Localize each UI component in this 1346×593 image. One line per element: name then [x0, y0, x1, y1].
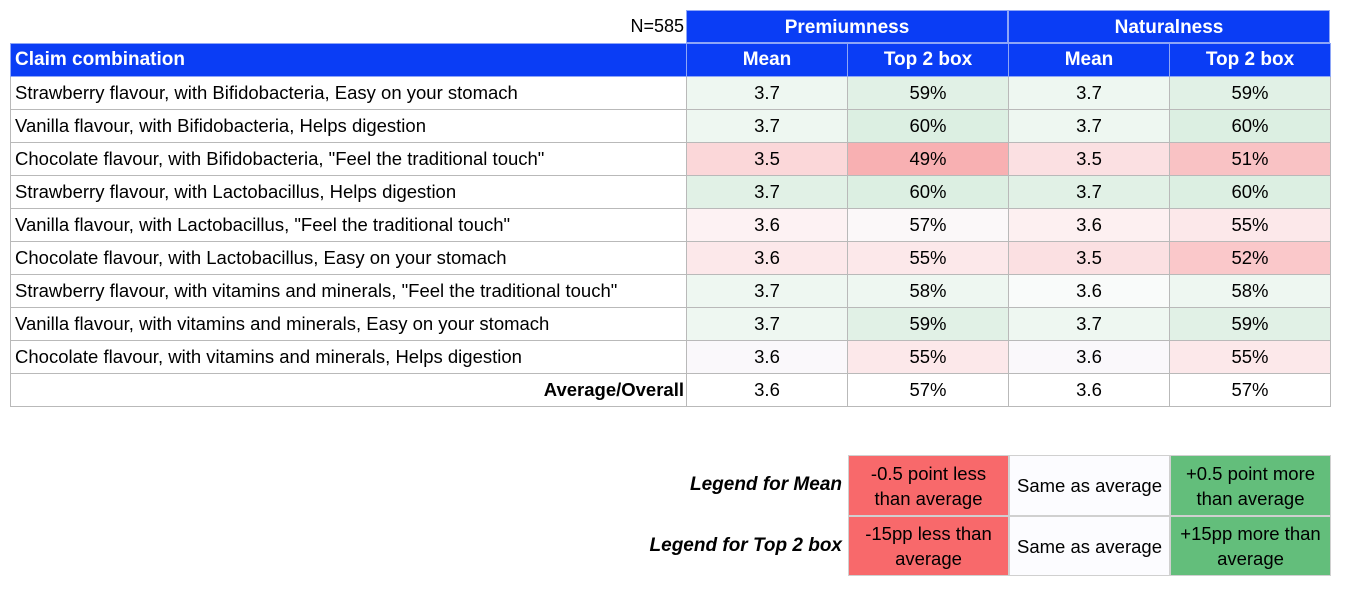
- legend-mean-negative: -0.5 point less than average: [848, 455, 1009, 516]
- premiumness-mean-cell: 3.5: [686, 142, 848, 176]
- sample-size-label: N=585: [630, 16, 684, 36]
- naturalness-mean-cell: 3.7: [1008, 175, 1170, 209]
- premiumness-top2-cell: 59%: [847, 307, 1009, 341]
- premiumness-top2-cell: 49%: [847, 142, 1009, 176]
- premiumness-top2-cell: 55%: [847, 241, 1009, 275]
- average-row: Average/Overall 3.6 57% 3.6 57%: [10, 373, 1331, 407]
- table-row: Chocolate flavour, with Lactobacillus, E…: [10, 241, 1331, 275]
- premiumness-mean-cell: 3.7: [686, 175, 848, 209]
- table-row: Strawberry flavour, with Lactobacillus, …: [10, 175, 1331, 209]
- naturalness-top2-cell: 52%: [1169, 241, 1331, 275]
- claim-cell: Chocolate flavour, with Lactobacillus, E…: [10, 241, 687, 275]
- naturalness-mean-cell: 3.5: [1008, 142, 1170, 176]
- table-row: Vanilla flavour, with Bifidobacteria, He…: [10, 109, 1331, 143]
- average-premiumness-top2-cell: 57%: [847, 373, 1009, 407]
- naturalness-mean-cell: 3.7: [1008, 307, 1170, 341]
- naturalness-mean-cell: 3.6: [1008, 208, 1170, 242]
- premiumness-mean-cell: 3.6: [686, 208, 848, 242]
- claim-cell: Vanilla flavour, with Bifidobacteria, He…: [10, 109, 687, 143]
- naturalness-mean-cell: 3.6: [1008, 274, 1170, 308]
- table-row: Strawberry flavour, with vitamins and mi…: [10, 274, 1331, 308]
- average-naturalness-top2-cell: 57%: [1169, 373, 1331, 407]
- table-row: Chocolate flavour, with vitamins and min…: [10, 340, 1331, 374]
- group-header-premiumness: Premiumness: [686, 10, 1008, 43]
- legend-top2-neutral: Same as average: [1009, 516, 1170, 576]
- legend-mean-positive: +0.5 point more than average: [1170, 455, 1331, 516]
- table-row: Strawberry flavour, with Bifidobacteria,…: [10, 76, 1331, 110]
- column-header-premiumness-mean: Mean: [686, 43, 848, 77]
- claim-cell: Vanilla flavour, with vitamins and miner…: [10, 307, 687, 341]
- naturalness-mean-cell: 3.7: [1008, 109, 1170, 143]
- naturalness-top2-cell: 60%: [1169, 175, 1331, 209]
- legend-mean-label: Legend for Mean: [689, 474, 842, 495]
- claim-cell: Strawberry flavour, with Bifidobacteria,…: [10, 76, 687, 110]
- table-row: Vanilla flavour, with vitamins and miner…: [10, 307, 1331, 341]
- premiumness-mean-cell: 3.6: [686, 241, 848, 275]
- column-header-premiumness-top2: Top 2 box: [847, 43, 1009, 77]
- premiumness-top2-cell: 55%: [847, 340, 1009, 374]
- column-header-row: Claim combination Mean Top 2 box Mean To…: [10, 43, 1331, 77]
- premiumness-mean-cell: 3.7: [686, 109, 848, 143]
- premiumness-top2-cell: 60%: [847, 109, 1009, 143]
- premiumness-top2-cell: 59%: [847, 76, 1009, 110]
- legend-top2-label: Legend for Top 2 box: [649, 535, 842, 556]
- naturalness-top2-cell: 58%: [1169, 274, 1331, 308]
- legend-mean-neutral: Same as average: [1009, 455, 1170, 516]
- naturalness-top2-cell: 59%: [1169, 76, 1331, 110]
- column-header-naturalness-mean: Mean: [1008, 43, 1170, 77]
- premiumness-mean-cell: 3.7: [686, 307, 848, 341]
- premiumness-mean-cell: 3.7: [686, 274, 848, 308]
- premiumness-top2-cell: 58%: [847, 274, 1009, 308]
- average-label: Average/Overall: [10, 373, 687, 407]
- legend-top2-positive: +15pp more than average: [1170, 516, 1331, 576]
- claims-table: Claim combination Mean Top 2 box Mean To…: [10, 43, 1331, 407]
- naturalness-top2-cell: 60%: [1169, 109, 1331, 143]
- claim-cell: Chocolate flavour, with vitamins and min…: [10, 340, 687, 374]
- premiumness-top2-cell: 60%: [847, 175, 1009, 209]
- table-row: Vanilla flavour, with Lactobacillus, "Fe…: [10, 208, 1331, 242]
- claim-cell: Vanilla flavour, with Lactobacillus, "Fe…: [10, 208, 687, 242]
- premiumness-top2-cell: 57%: [847, 208, 1009, 242]
- group-header-naturalness: Naturalness: [1008, 10, 1330, 43]
- naturalness-mean-cell: 3.6: [1008, 340, 1170, 374]
- naturalness-top2-cell: 55%: [1169, 208, 1331, 242]
- premiumness-mean-cell: 3.6: [686, 340, 848, 374]
- naturalness-mean-cell: 3.5: [1008, 241, 1170, 275]
- naturalness-top2-cell: 51%: [1169, 142, 1331, 176]
- naturalness-top2-cell: 55%: [1169, 340, 1331, 374]
- naturalness-top2-cell: 59%: [1169, 307, 1331, 341]
- table-row: Chocolate flavour, with Bifidobacteria, …: [10, 142, 1331, 176]
- average-premiumness-mean-cell: 3.6: [686, 373, 848, 407]
- claim-cell: Strawberry flavour, with vitamins and mi…: [10, 274, 687, 308]
- claim-cell: Strawberry flavour, with Lactobacillus, …: [10, 175, 687, 209]
- premiumness-mean-cell: 3.7: [686, 76, 848, 110]
- naturalness-mean-cell: 3.7: [1008, 76, 1170, 110]
- column-header-naturalness-top2: Top 2 box: [1169, 43, 1331, 77]
- column-header-claim: Claim combination: [10, 43, 687, 77]
- claim-cell: Chocolate flavour, with Bifidobacteria, …: [10, 142, 687, 176]
- average-naturalness-mean-cell: 3.6: [1008, 373, 1170, 407]
- legend-top2-negative: -15pp less than average: [848, 516, 1009, 576]
